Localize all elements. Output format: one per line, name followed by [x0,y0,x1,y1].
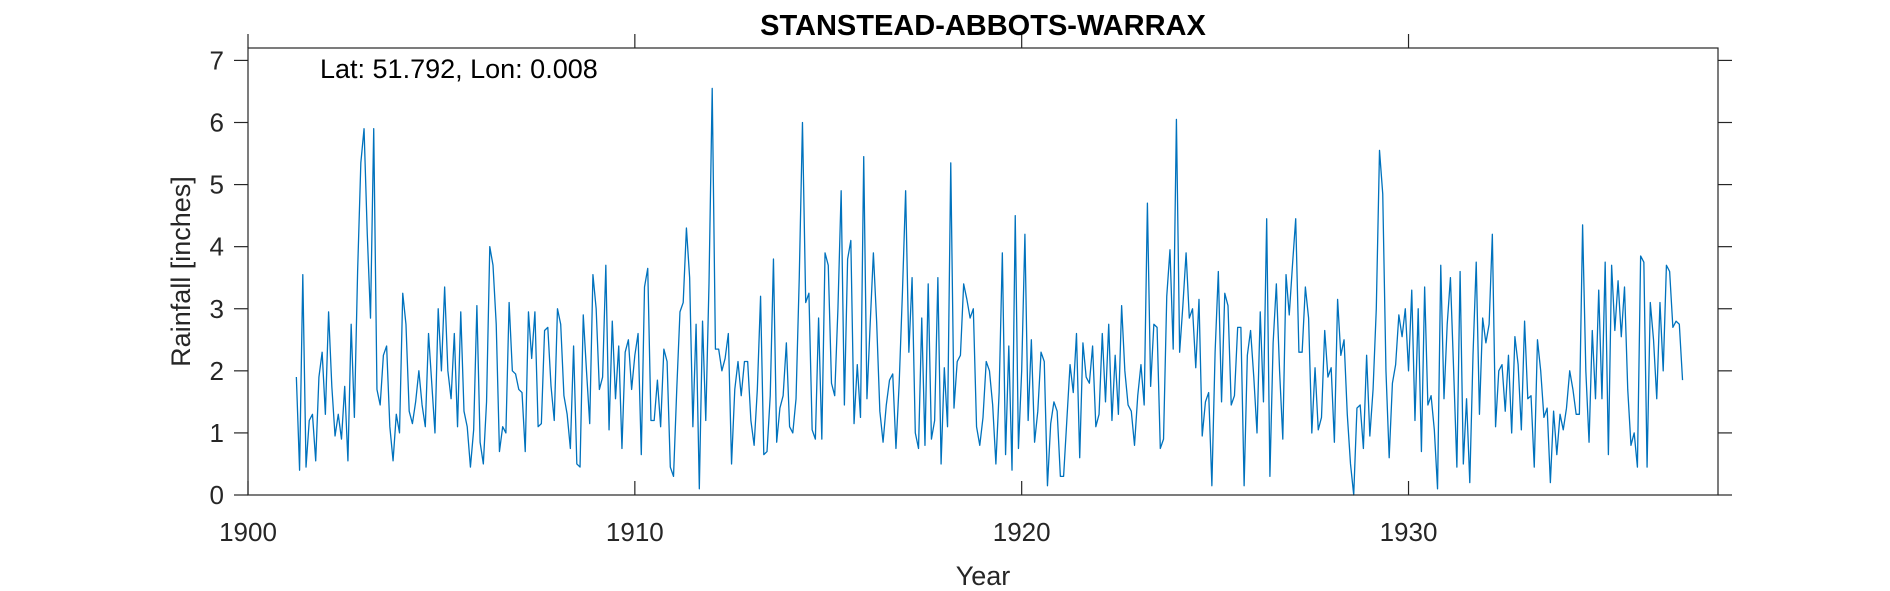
y-axis-label: Rainfall [inches] [166,176,196,367]
y-tick-label: 6 [210,108,224,138]
y-tick-label: 1 [210,418,224,448]
chart-title: STANSTEAD-ABBOTS-WARRAX [760,10,1206,42]
axis-tick-labels: 0 1 2 3 4 5 6 7 1900 1910 1920 1930 [210,45,1438,547]
y-tick-label: 0 [210,480,224,510]
rainfall-series-line [295,87,1684,496]
x-axis-label: Year [956,561,1011,591]
y-tick-label: 2 [210,356,224,386]
x-tick-label: 1910 [606,517,664,547]
y-tick-label: 5 [210,170,224,200]
plot-frame [247,47,1719,496]
x-tick-label: 1930 [1380,517,1438,547]
y-tick-label: 7 [210,45,224,75]
coordinates-annotation: Lat: 51.792, Lon: 0.008 [320,54,598,84]
y-tick-label: 3 [210,294,224,324]
x-tick-label: 1920 [993,517,1051,547]
axis-ticks [234,34,1732,496]
plot-background [248,48,1718,495]
y-tick-label: 4 [210,232,224,262]
x-tick-label: 1900 [219,517,277,547]
